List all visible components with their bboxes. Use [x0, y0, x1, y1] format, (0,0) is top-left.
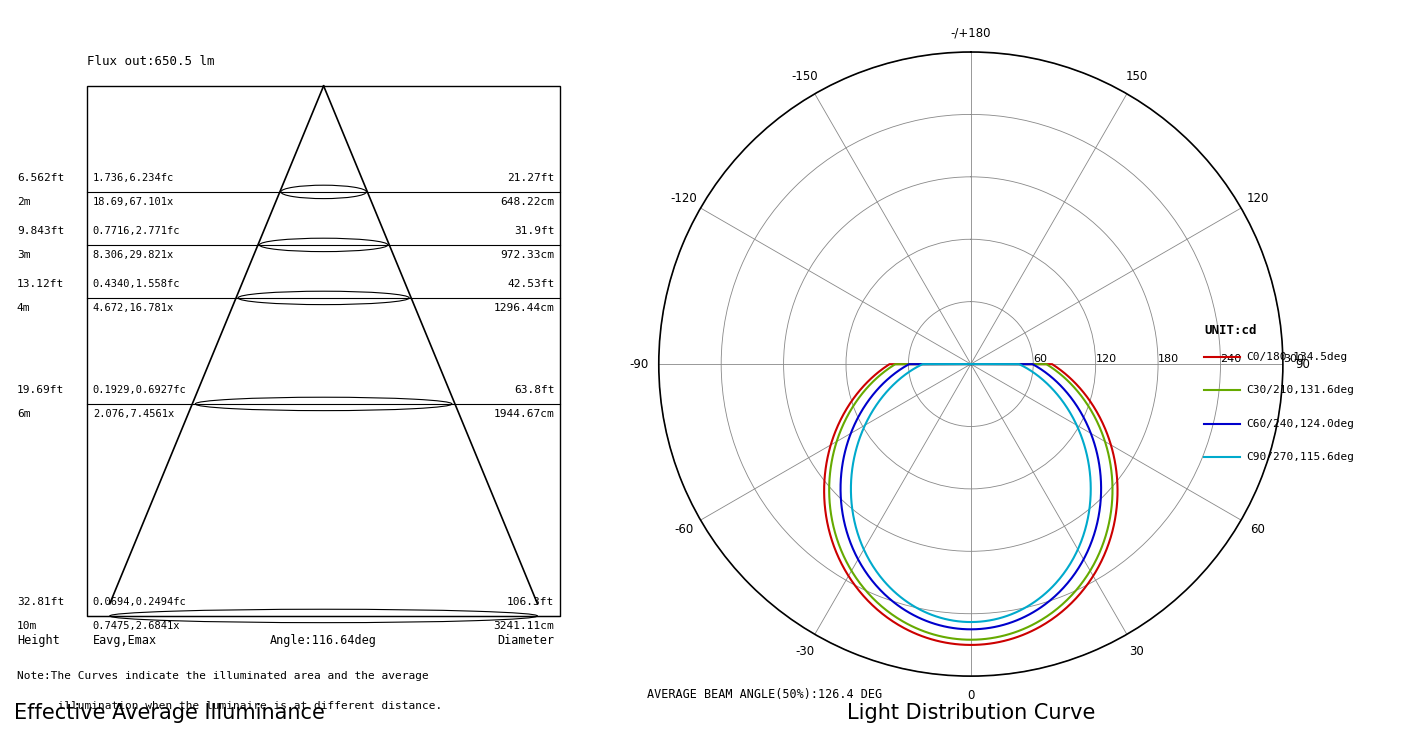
Text: 42.53ft: 42.53ft [507, 279, 554, 289]
Text: 0.0694,0.2494fc: 0.0694,0.2494fc [93, 597, 187, 607]
Text: AVERAGE BEAM ANGLE(50%):126.4 DEG: AVERAGE BEAM ANGLE(50%):126.4 DEG [647, 688, 882, 701]
Text: 10m: 10m [17, 620, 37, 631]
Text: 4m: 4m [17, 302, 31, 313]
Text: C0/180,134.5deg: C0/180,134.5deg [1247, 351, 1348, 362]
Text: 1.736,6.234fc: 1.736,6.234fc [93, 173, 174, 183]
Text: 3m: 3m [17, 250, 31, 259]
Text: 18.69,67.101x: 18.69,67.101x [93, 197, 174, 207]
Text: Light Distribution Curve: Light Distribution Curve [847, 704, 1095, 723]
Text: illumination when the luminaire is at different distance.: illumination when the luminaire is at di… [17, 701, 442, 711]
Text: C90/270,115.6deg: C90/270,115.6deg [1247, 452, 1355, 462]
Text: 0.7716,2.771fc: 0.7716,2.771fc [93, 226, 180, 236]
Text: 972.33cm: 972.33cm [501, 250, 554, 259]
Text: 4.672,16.781x: 4.672,16.781x [93, 302, 174, 313]
Text: Height: Height [17, 634, 59, 647]
Text: 6m: 6m [17, 409, 31, 418]
Text: Flux out:650.5 lm: Flux out:650.5 lm [87, 55, 215, 68]
Bar [87, 86, 560, 616]
Text: 648.22cm: 648.22cm [501, 197, 554, 207]
Text: 2m: 2m [17, 197, 31, 207]
Text: Note:The Curves indicate the illuminated area and the average: Note:The Curves indicate the illuminated… [17, 671, 429, 681]
Text: 3241.11cm: 3241.11cm [494, 620, 554, 631]
Text: 9.843ft: 9.843ft [17, 226, 65, 236]
Text: 0.7475,2.6841x: 0.7475,2.6841x [93, 620, 180, 631]
Text: C60/240,124.0deg: C60/240,124.0deg [1247, 418, 1355, 429]
Text: 13.12ft: 13.12ft [17, 279, 65, 289]
Text: 0.4340,1.558fc: 0.4340,1.558fc [93, 279, 180, 289]
Text: 2.076,7.4561x: 2.076,7.4561x [93, 409, 174, 418]
Text: Angle:116.64deg: Angle:116.64deg [270, 634, 377, 647]
Text: C30/210,131.6deg: C30/210,131.6deg [1247, 385, 1355, 395]
Text: 0.1929,0.6927fc: 0.1929,0.6927fc [93, 385, 187, 395]
Text: 8.306,29.821x: 8.306,29.821x [93, 250, 174, 259]
Text: 6.562ft: 6.562ft [17, 173, 65, 183]
Text: 63.8ft: 63.8ft [514, 385, 554, 395]
Text: 106.3ft: 106.3ft [507, 597, 554, 607]
Text: 19.69ft: 19.69ft [17, 385, 65, 395]
Text: 1296.44cm: 1296.44cm [494, 302, 554, 313]
Text: UNIT:cd: UNIT:cd [1204, 324, 1256, 337]
Text: Eavg,Emax: Eavg,Emax [93, 634, 158, 647]
Text: 1944.67cm: 1944.67cm [494, 409, 554, 418]
Text: 21.27ft: 21.27ft [507, 173, 554, 183]
Text: Effective Average Illuminance: Effective Average Illuminance [14, 704, 325, 723]
Text: 32.81ft: 32.81ft [17, 597, 65, 607]
Text: 31.9ft: 31.9ft [514, 226, 554, 236]
Text: Diameter: Diameter [497, 634, 554, 647]
